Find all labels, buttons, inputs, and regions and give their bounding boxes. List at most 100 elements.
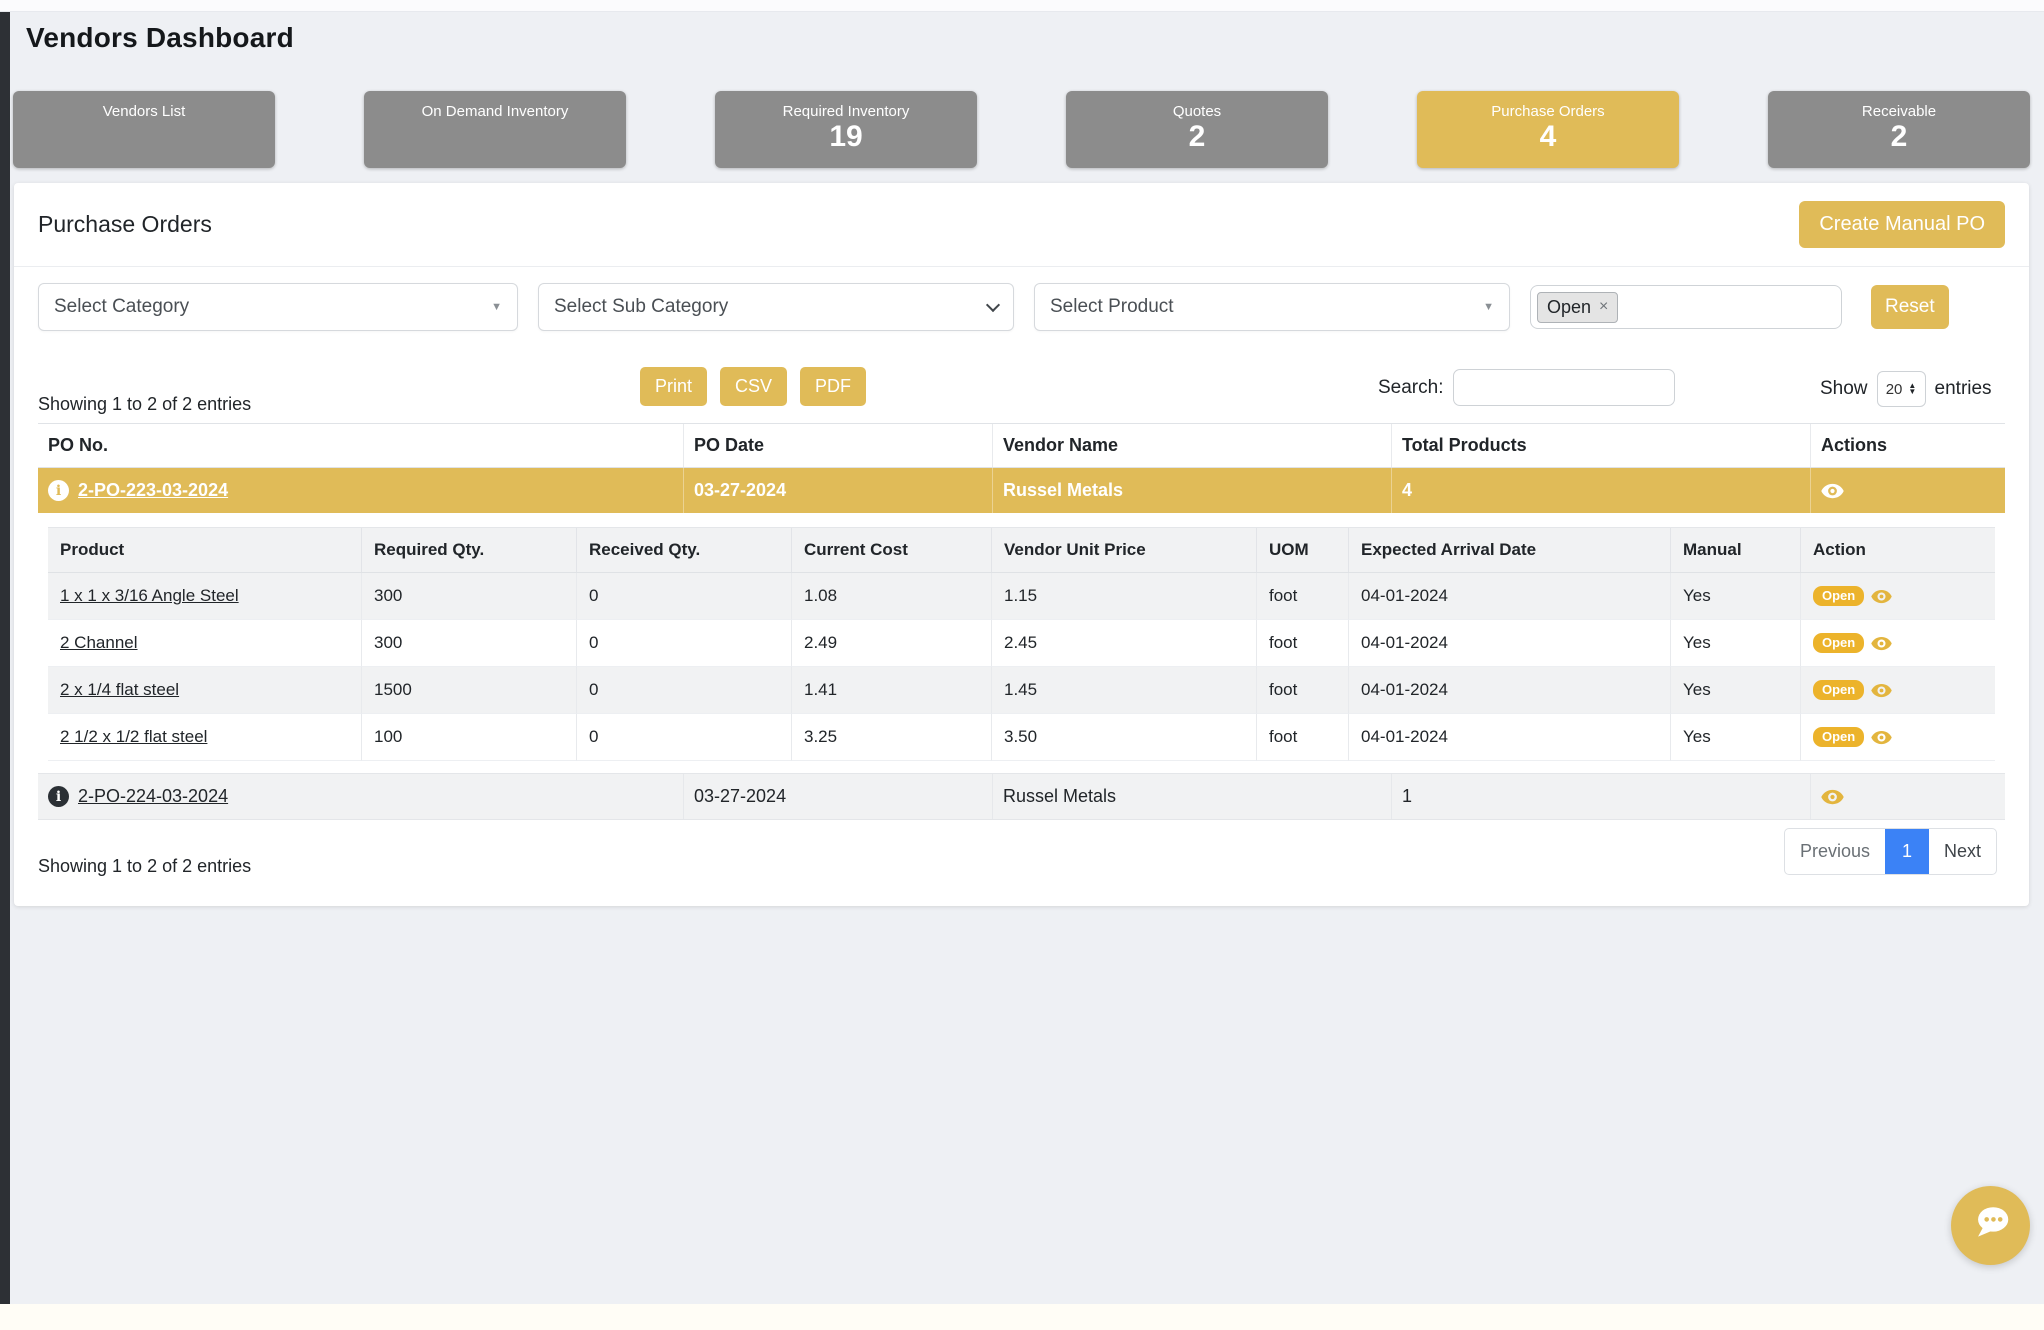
uom-cell: foot: [1256, 667, 1348, 714]
detail-row: 1 x 1 x 3/16 Angle Steel 300 0 1.08 1.15…: [48, 573, 1995, 620]
card-label: On Demand Inventory: [421, 103, 569, 120]
required-qty-cell: 300: [361, 573, 576, 620]
page-size-select[interactable]: 20 ▲ ▼: [1876, 371, 1926, 407]
current-cost-cell: 2.49: [791, 620, 991, 667]
po-row-collapsed: i 2-PO-224-03-2024 03-27-2024 Russel Met…: [38, 773, 2005, 820]
col-vendor-unit-price: Vendor Unit Price: [991, 528, 1256, 572]
csv-button[interactable]: CSV: [720, 367, 788, 406]
panel-header: Purchase Orders Create Manual PO: [14, 183, 2029, 267]
status-tag-label: Open: [1547, 296, 1592, 317]
purchase-orders-panel: Purchase Orders Create Manual PO Select …: [14, 183, 2029, 906]
view-item-eye-icon[interactable]: [1871, 636, 1892, 651]
product-link[interactable]: 2 Channel: [60, 633, 138, 652]
po-no-cell: i 2-PO-224-03-2024: [38, 774, 683, 819]
card-vendors-list[interactable]: Vendors List: [13, 91, 275, 168]
info-icon[interactable]: i: [48, 786, 69, 807]
panel-title: Purchase Orders: [38, 211, 212, 237]
col-required-qty: Required Qty.: [361, 528, 576, 572]
print-button[interactable]: Print: [640, 367, 708, 406]
product-select[interactable]: Select Product ▼: [1034, 283, 1510, 331]
uom-cell: foot: [1256, 573, 1348, 620]
page-size-value: 20: [1885, 380, 1903, 398]
card-label: Quotes: [1172, 103, 1222, 120]
card-required-inventory[interactable]: Required Inventory 19: [715, 91, 977, 168]
current-cost-cell: 1.41: [791, 667, 991, 714]
po-table-header: PO No. PO Date Vendor Name Total Product…: [38, 423, 2005, 468]
col-product: Product: [60, 540, 125, 559]
sub-category-select[interactable]: Select Sub Category: [538, 283, 1014, 331]
vendor-unit-price-cell: 2.45: [991, 620, 1256, 667]
po-row-expanded: i 2-PO-223-03-2024 03-27-2024 Russel Met…: [38, 468, 2005, 513]
col-action: Action: [1800, 528, 1995, 572]
received-qty-cell: 0: [576, 620, 791, 667]
manual-cell: Yes: [1670, 714, 1800, 761]
card-receivable[interactable]: Receivable 2: [1768, 91, 2030, 168]
vendor-cell: Russel Metals: [992, 774, 1391, 819]
col-total-products: Total Products: [1391, 424, 1810, 467]
po-number-link[interactable]: 2-PO-223-03-2024: [78, 480, 229, 500]
status-badge: Open: [1813, 727, 1865, 747]
pdf-button[interactable]: PDF: [800, 367, 867, 406]
uom-cell: foot: [1256, 714, 1348, 761]
card-purchase-orders[interactable]: Purchase Orders 4: [1417, 91, 1679, 168]
current-cost-cell: 3.25: [791, 714, 991, 761]
search-label: Search:: [1378, 376, 1444, 398]
info-icon[interactable]: i: [48, 480, 69, 501]
product-link[interactable]: 2 x 1/4 flat steel: [60, 680, 180, 699]
spinner-icon: ▲ ▼: [1908, 381, 1917, 396]
pagination-previous[interactable]: Previous: [1799, 841, 1870, 861]
show-label: Show: [1820, 378, 1868, 399]
search-input[interactable]: [1453, 369, 1676, 406]
current-cost-cell: 1.08: [791, 573, 991, 620]
table-footer: Showing 1 to 2 of 2 entries Previous 1 N…: [38, 820, 2005, 906]
showing-entries-text: Showing 1 to 2 of 2 entries: [38, 856, 252, 876]
detail-row: 2 1/2 x 1/2 flat steel 100 0 3.25 3.50 f…: [48, 714, 1995, 761]
card-label: Receivable: [1861, 103, 1937, 120]
product-link[interactable]: 2 1/2 x 1/2 flat steel: [60, 727, 208, 746]
required-qty-cell: 300: [361, 620, 576, 667]
vendor-unit-price-cell: 3.50: [991, 714, 1256, 761]
view-po-eye-icon[interactable]: [1821, 789, 1844, 805]
caret-down-icon: ▼: [1483, 301, 1494, 313]
create-manual-po-button[interactable]: Create Manual PO: [1799, 201, 2005, 248]
view-item-eye-icon[interactable]: [1871, 730, 1892, 745]
pagination-page-1[interactable]: 1: [1884, 829, 1929, 874]
total-products-cell: 1: [1391, 774, 1810, 819]
chat-bubble-icon: [1968, 1200, 2014, 1251]
view-item-eye-icon[interactable]: [1871, 683, 1892, 698]
chat-widget-button[interactable]: [1951, 1186, 2030, 1265]
status-badge: Open: [1813, 680, 1865, 700]
status-tag: Open ×: [1537, 291, 1619, 323]
category-select[interactable]: Select Category ▼: [38, 283, 518, 331]
remove-tag-icon[interactable]: ×: [1599, 298, 1609, 315]
col-expected-arrival: Expected Arrival Date: [1348, 528, 1670, 572]
entries-label: entries: [1934, 378, 1992, 399]
reset-button[interactable]: Reset: [1871, 285, 1949, 329]
col-po-no: PO No.: [48, 435, 109, 455]
card-count: 19: [829, 120, 863, 153]
view-po-eye-icon[interactable]: [1821, 483, 1844, 499]
page-title: Vendors Dashboard: [26, 22, 294, 53]
product-select-placeholder: Select Product: [1050, 296, 1174, 317]
received-qty-cell: 0: [576, 573, 791, 620]
received-qty-cell: 0: [576, 714, 791, 761]
col-po-date: PO Date: [683, 424, 992, 467]
view-item-eye-icon[interactable]: [1871, 589, 1892, 604]
pagination: Previous 1 Next: [1783, 828, 1997, 875]
col-received-qty: Received Qty.: [576, 528, 791, 572]
vendor-unit-price-cell: 1.45: [991, 667, 1256, 714]
chevron-down-icon: [985, 297, 1001, 312]
received-qty-cell: 0: [576, 667, 791, 714]
card-quotes[interactable]: Quotes 2: [1066, 91, 1328, 168]
uom-cell: foot: [1256, 620, 1348, 667]
manual-cell: Yes: [1670, 620, 1800, 667]
po-number-link[interactable]: 2-PO-224-03-2024: [78, 786, 229, 806]
po-detail-table: Product Required Qty. Received Qty. Curr…: [48, 527, 1995, 761]
pagination-next[interactable]: Next: [1943, 841, 1981, 861]
top-window-strip: [0, 0, 2044, 12]
status-tag-input[interactable]: Open ×: [1530, 285, 1842, 329]
product-link[interactable]: 1 x 1 x 3/16 Angle Steel: [60, 586, 239, 605]
col-actions: Actions: [1810, 424, 2004, 467]
manual-cell: Yes: [1670, 573, 1800, 620]
card-on-demand-inventory[interactable]: On Demand Inventory: [364, 91, 626, 168]
